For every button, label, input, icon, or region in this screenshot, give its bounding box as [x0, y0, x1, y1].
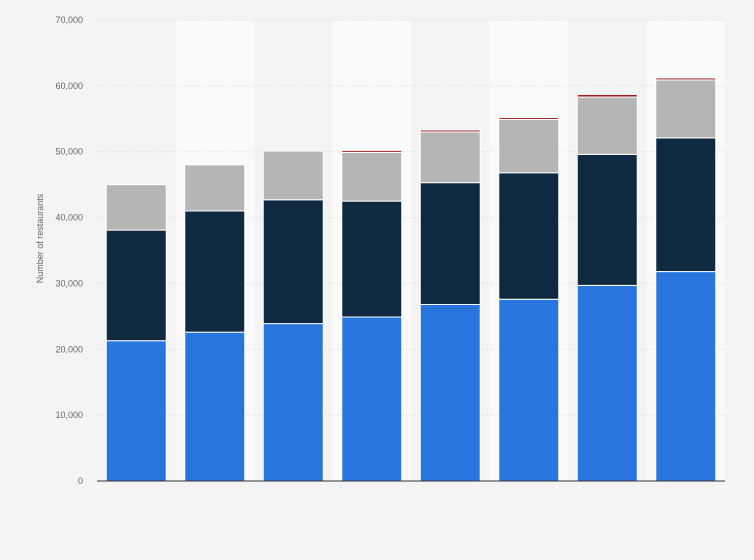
bar-segment[interactable]: [498, 298, 560, 482]
bar-segment[interactable]: [419, 182, 481, 306]
y-tick-label: 20,000: [55, 344, 83, 354]
bar-segment[interactable]: [262, 150, 324, 201]
bar-segment[interactable]: [262, 323, 324, 482]
bar-segment[interactable]: [498, 172, 560, 300]
y-tick-label: 10,000: [55, 410, 83, 420]
bar-segment[interactable]: [262, 199, 324, 325]
bar-segment[interactable]: [498, 118, 560, 174]
bar-segment[interactable]: [576, 93, 638, 98]
y-tick-label: 70,000: [55, 15, 83, 25]
bar-marks: [105, 77, 717, 482]
bar-segment[interactable]: [419, 131, 481, 184]
y-tick-labels: 0 10,000 20,000 30,000 40,000 50,000 60,000 70,…: [55, 15, 83, 486]
y-tick-label: 50,000: [55, 147, 83, 157]
bar-segment[interactable]: [576, 153, 638, 286]
bar-segment[interactable]: [498, 116, 560, 120]
bar-segment[interactable]: [184, 210, 246, 333]
bar-segment[interactable]: [341, 316, 403, 482]
y-tick-label: 60,000: [55, 81, 83, 91]
y-tick-label: 30,000: [55, 278, 83, 288]
bar-segment[interactable]: [655, 137, 717, 273]
bar-segment[interactable]: [419, 304, 481, 482]
bar-segment[interactable]: [576, 96, 638, 155]
bar-segment[interactable]: [105, 184, 167, 231]
y-axis-title: Number of restaurants: [35, 193, 45, 283]
bar-segment[interactable]: [419, 129, 481, 133]
bar-segment[interactable]: [655, 79, 717, 139]
bar-segment[interactable]: [655, 271, 717, 482]
bar-segment[interactable]: [105, 229, 167, 342]
y-tick-label: 0: [78, 476, 83, 486]
bar-segment[interactable]: [341, 151, 403, 202]
bar-segment[interactable]: [341, 149, 403, 153]
y-tick-label: 40,000: [55, 213, 83, 223]
bar-segment[interactable]: [184, 331, 246, 482]
bar-segment[interactable]: [576, 284, 638, 482]
bar-segment[interactable]: [184, 164, 246, 212]
bar-segment[interactable]: [655, 77, 717, 81]
bar-segment[interactable]: [105, 340, 167, 482]
bar-segment[interactable]: [341, 200, 403, 318]
